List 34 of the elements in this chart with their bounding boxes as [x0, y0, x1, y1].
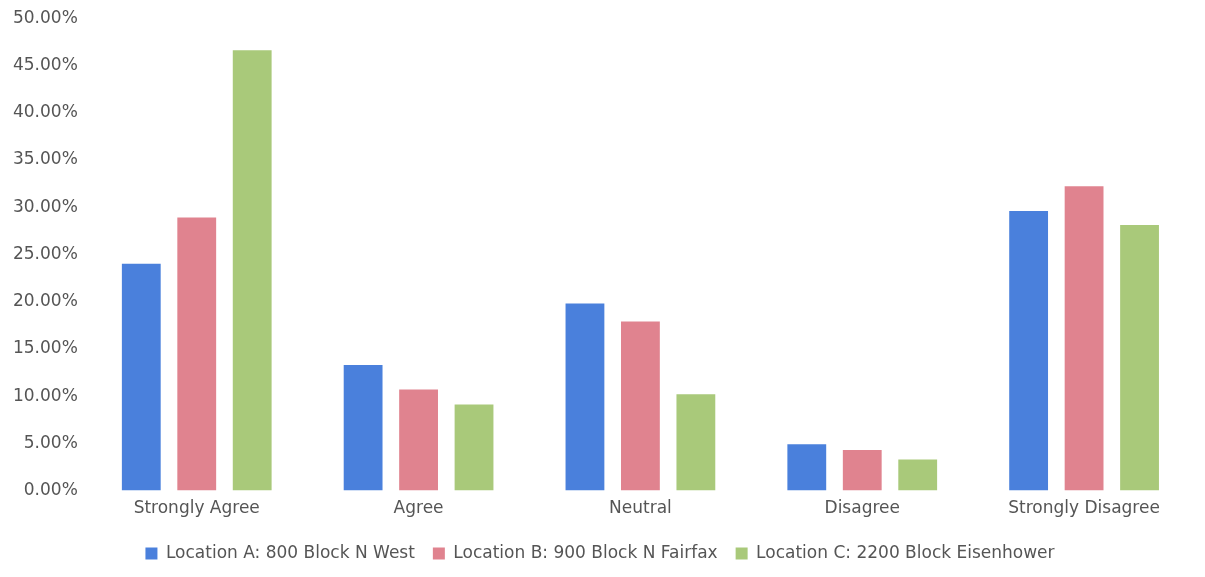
x-tick-label: Strongly Disagree — [1008, 497, 1160, 518]
bar — [343, 364, 383, 491]
legend-label: Location A: 800 Block N West — [165, 541, 416, 562]
y-tick-label: 35.00% — [12, 148, 78, 169]
y-tick-label: 30.00% — [12, 195, 78, 216]
bar — [454, 404, 494, 491]
bar — [565, 303, 605, 491]
y-tick-label: 5.00% — [23, 431, 78, 452]
legend-label: Location C: 2200 Block Eisenhower — [756, 541, 1055, 562]
y-tick-label: 40.00% — [12, 101, 78, 122]
legend-label: Location B: 900 Block N Fairfax — [453, 541, 718, 562]
bar — [232, 50, 272, 491]
y-tick-label: 0.00% — [23, 479, 78, 500]
x-tick-label: Strongly Agree — [133, 497, 260, 518]
x-tick-label: Agree — [393, 497, 444, 518]
bar — [1064, 186, 1104, 491]
y-tick-label: 45.00% — [12, 53, 78, 74]
x-tick-label: Neutral — [609, 497, 672, 518]
bar — [399, 389, 438, 491]
bar — [177, 217, 217, 491]
y-tick-label: 50.00% — [12, 6, 78, 27]
bar — [1009, 210, 1049, 491]
bar — [121, 263, 161, 491]
bar — [676, 394, 716, 491]
bar — [1120, 225, 1159, 491]
y-tick-label: 10.00% — [12, 384, 78, 405]
x-tick-label: Disagree — [824, 497, 900, 518]
bar — [787, 444, 827, 491]
bar — [898, 459, 938, 491]
y-tick-label: 15.00% — [12, 337, 78, 358]
bar — [842, 449, 882, 491]
y-tick-label: 20.00% — [12, 290, 78, 311]
y-tick-label: 25.00% — [12, 242, 78, 263]
bar — [621, 321, 660, 491]
